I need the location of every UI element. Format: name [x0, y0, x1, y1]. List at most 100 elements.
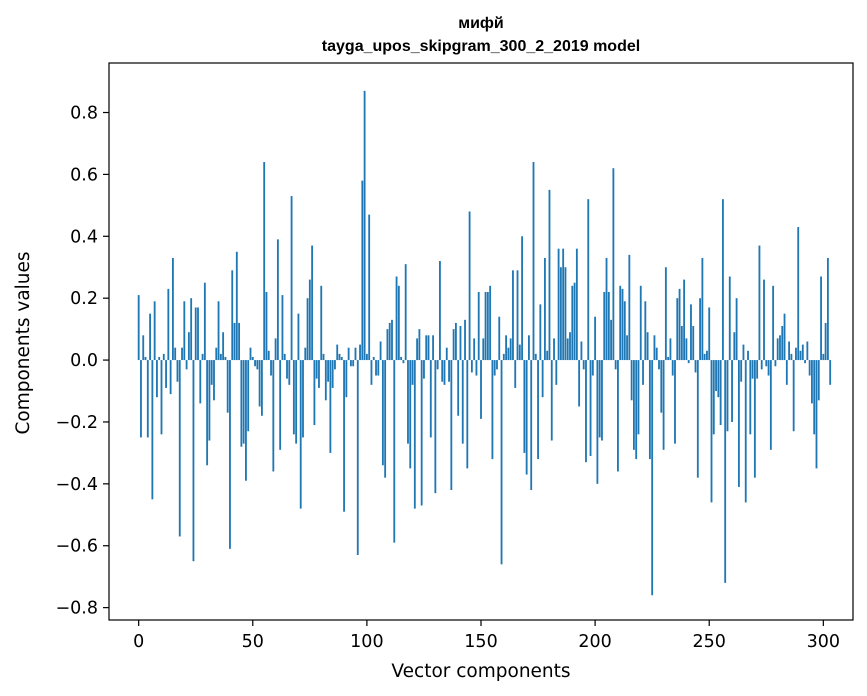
- bar-94: [352, 360, 355, 367]
- bar-32: [210, 360, 213, 385]
- bar-124: [420, 360, 423, 506]
- bar-274: [763, 279, 765, 361]
- bar-160: [502, 353, 505, 361]
- bar-24: [192, 360, 195, 562]
- bar-34: [215, 347, 218, 361]
- bar-181: [550, 360, 553, 441]
- bar-132: [439, 261, 441, 361]
- bar-58: [270, 360, 272, 376]
- bar-119: [409, 360, 412, 469]
- bar-218: [635, 360, 638, 460]
- bar-30: [206, 360, 209, 466]
- bar-266: [744, 360, 747, 503]
- bar-106: [379, 341, 382, 361]
- bar-270: [753, 360, 756, 478]
- bar-64: [283, 353, 286, 361]
- bar-242: [690, 304, 692, 361]
- x-tick-label: 150: [464, 632, 497, 652]
- bar-129: [432, 335, 434, 361]
- bar-62: [279, 360, 282, 450]
- bar-239: [683, 279, 686, 361]
- bar-36: [219, 353, 222, 361]
- bar-217: [633, 360, 635, 450]
- bar-190: [571, 285, 574, 361]
- bar-12: [165, 360, 167, 388]
- bar-40: [229, 360, 231, 549]
- bar-56: [265, 291, 268, 361]
- bar-198: [589, 360, 592, 456]
- bar-240: [685, 338, 688, 361]
- bar-90: [343, 360, 345, 512]
- y-tick-label: −0.6: [56, 537, 99, 557]
- bar-66: [288, 360, 291, 385]
- bar-231: [664, 267, 667, 361]
- bar-211: [619, 285, 622, 361]
- bar-130: [434, 360, 437, 494]
- bar-279: [774, 360, 777, 367]
- bar-118: [407, 360, 409, 444]
- bar-0: [137, 295, 140, 361]
- bar-75: [308, 279, 311, 361]
- bar-222: [644, 301, 647, 361]
- bar-33: [213, 360, 215, 401]
- bar-278: [772, 285, 775, 361]
- bar-265: [742, 344, 745, 361]
- bar-135: [445, 347, 448, 361]
- bar-216: [630, 360, 633, 401]
- bar-137: [450, 360, 453, 491]
- bar-182: [553, 338, 555, 361]
- bar-157: [496, 360, 498, 370]
- bar-161: [505, 335, 508, 361]
- bar-215: [628, 254, 631, 361]
- bar-86: [334, 360, 336, 370]
- bar-195: [582, 360, 585, 370]
- bar-196: [585, 360, 587, 463]
- y-tick-label: 0.0: [70, 351, 98, 371]
- bar-255: [719, 360, 722, 426]
- bar-60: [274, 338, 277, 361]
- bar-183: [555, 360, 558, 385]
- bar-300: [822, 353, 825, 361]
- bar-3: [144, 356, 147, 361]
- bar-178: [543, 257, 546, 361]
- bar-141: [459, 326, 462, 361]
- bar-89: [340, 356, 343, 361]
- bar-189: [569, 332, 571, 361]
- bar-296: [813, 360, 816, 435]
- bar-92: [347, 347, 350, 361]
- bar-276: [767, 360, 770, 376]
- bar-158: [498, 316, 501, 361]
- bars-layer: [137, 90, 832, 596]
- bar-230: [662, 360, 665, 450]
- bar-42: [233, 322, 236, 361]
- bar-80: [320, 285, 323, 361]
- bar-155: [491, 360, 494, 460]
- bar-289: [797, 227, 800, 361]
- bar-214: [626, 335, 628, 361]
- bar-199: [591, 360, 594, 376]
- bar-234: [671, 360, 674, 376]
- bar-233: [669, 338, 672, 361]
- bar-23: [190, 298, 193, 361]
- bar-29: [203, 282, 206, 361]
- bar-226: [653, 335, 656, 361]
- bar-236: [676, 298, 679, 361]
- bar-257: [724, 360, 727, 583]
- bar-105: [377, 360, 380, 376]
- bar-68: [292, 360, 295, 435]
- bar-93: [350, 360, 352, 367]
- bar-5: [149, 313, 151, 361]
- x-tick-label: 300: [807, 632, 840, 652]
- bar-167: [518, 344, 521, 361]
- bar-285: [788, 341, 791, 361]
- bar-156: [493, 360, 496, 376]
- bar-104: [375, 360, 377, 376]
- bar-13: [167, 288, 170, 361]
- bar-162: [507, 347, 510, 361]
- bar-293: [806, 341, 809, 361]
- bar-17: [176, 360, 179, 382]
- bar-79: [318, 360, 320, 388]
- bar-206: [607, 291, 610, 361]
- bar-303: [829, 360, 832, 385]
- bar-91: [345, 360, 348, 398]
